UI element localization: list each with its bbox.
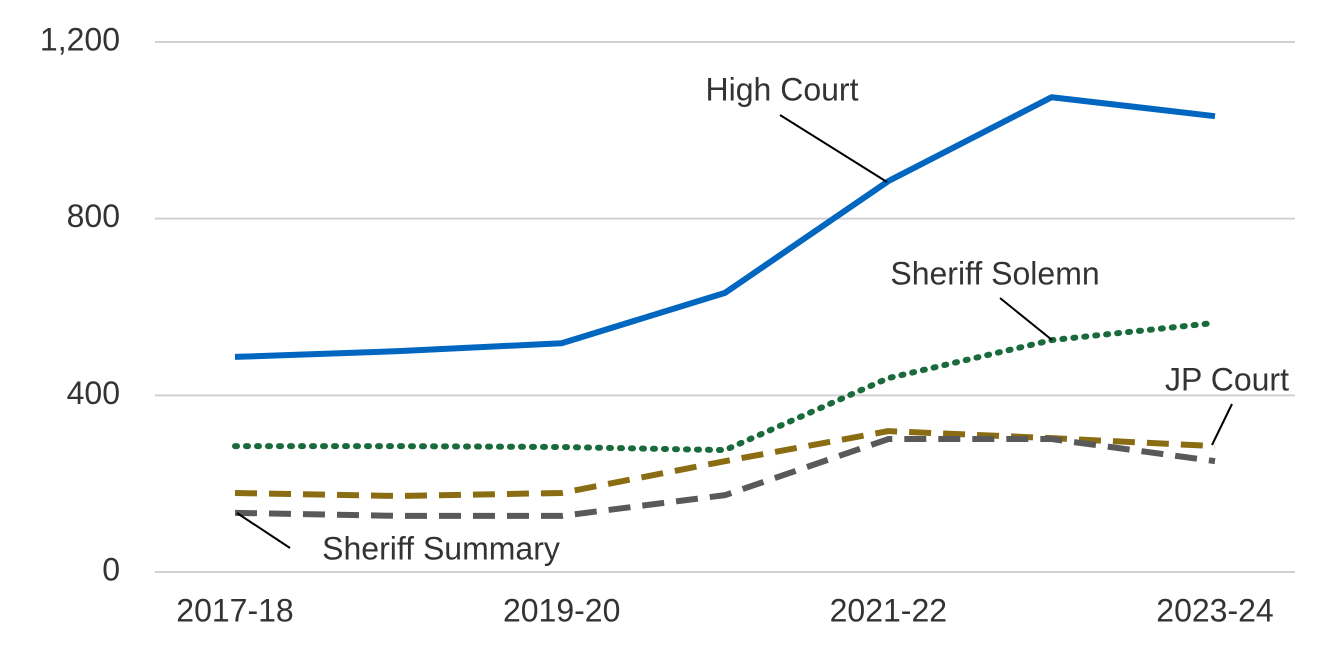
- series-line: [234, 94, 1216, 360]
- series-label: Sheriff Solemn: [890, 255, 1099, 291]
- series-label: Sheriff Summary: [322, 530, 560, 566]
- series-label: JP Court: [1165, 361, 1289, 397]
- series-label: High Court: [706, 71, 859, 107]
- y-tick-label: 0: [102, 551, 120, 587]
- y-tick-label: 800: [67, 198, 120, 234]
- y-tick-label: 400: [67, 375, 120, 411]
- series-line: [234, 428, 1216, 500]
- leader-line: [236, 512, 291, 549]
- y-tick-label: 1,200: [40, 21, 120, 57]
- series-line: [234, 436, 1216, 519]
- leader-line: [1211, 403, 1233, 446]
- x-tick-label: 2021-22: [830, 592, 947, 628]
- series-line: [232, 319, 1218, 454]
- leader-line: [999, 297, 1053, 341]
- x-tick-label: 2017-18: [176, 592, 293, 628]
- x-tick-label: 2023-24: [1156, 592, 1273, 628]
- leader-line: [779, 114, 888, 183]
- x-tick-label: 2019-20: [503, 592, 620, 628]
